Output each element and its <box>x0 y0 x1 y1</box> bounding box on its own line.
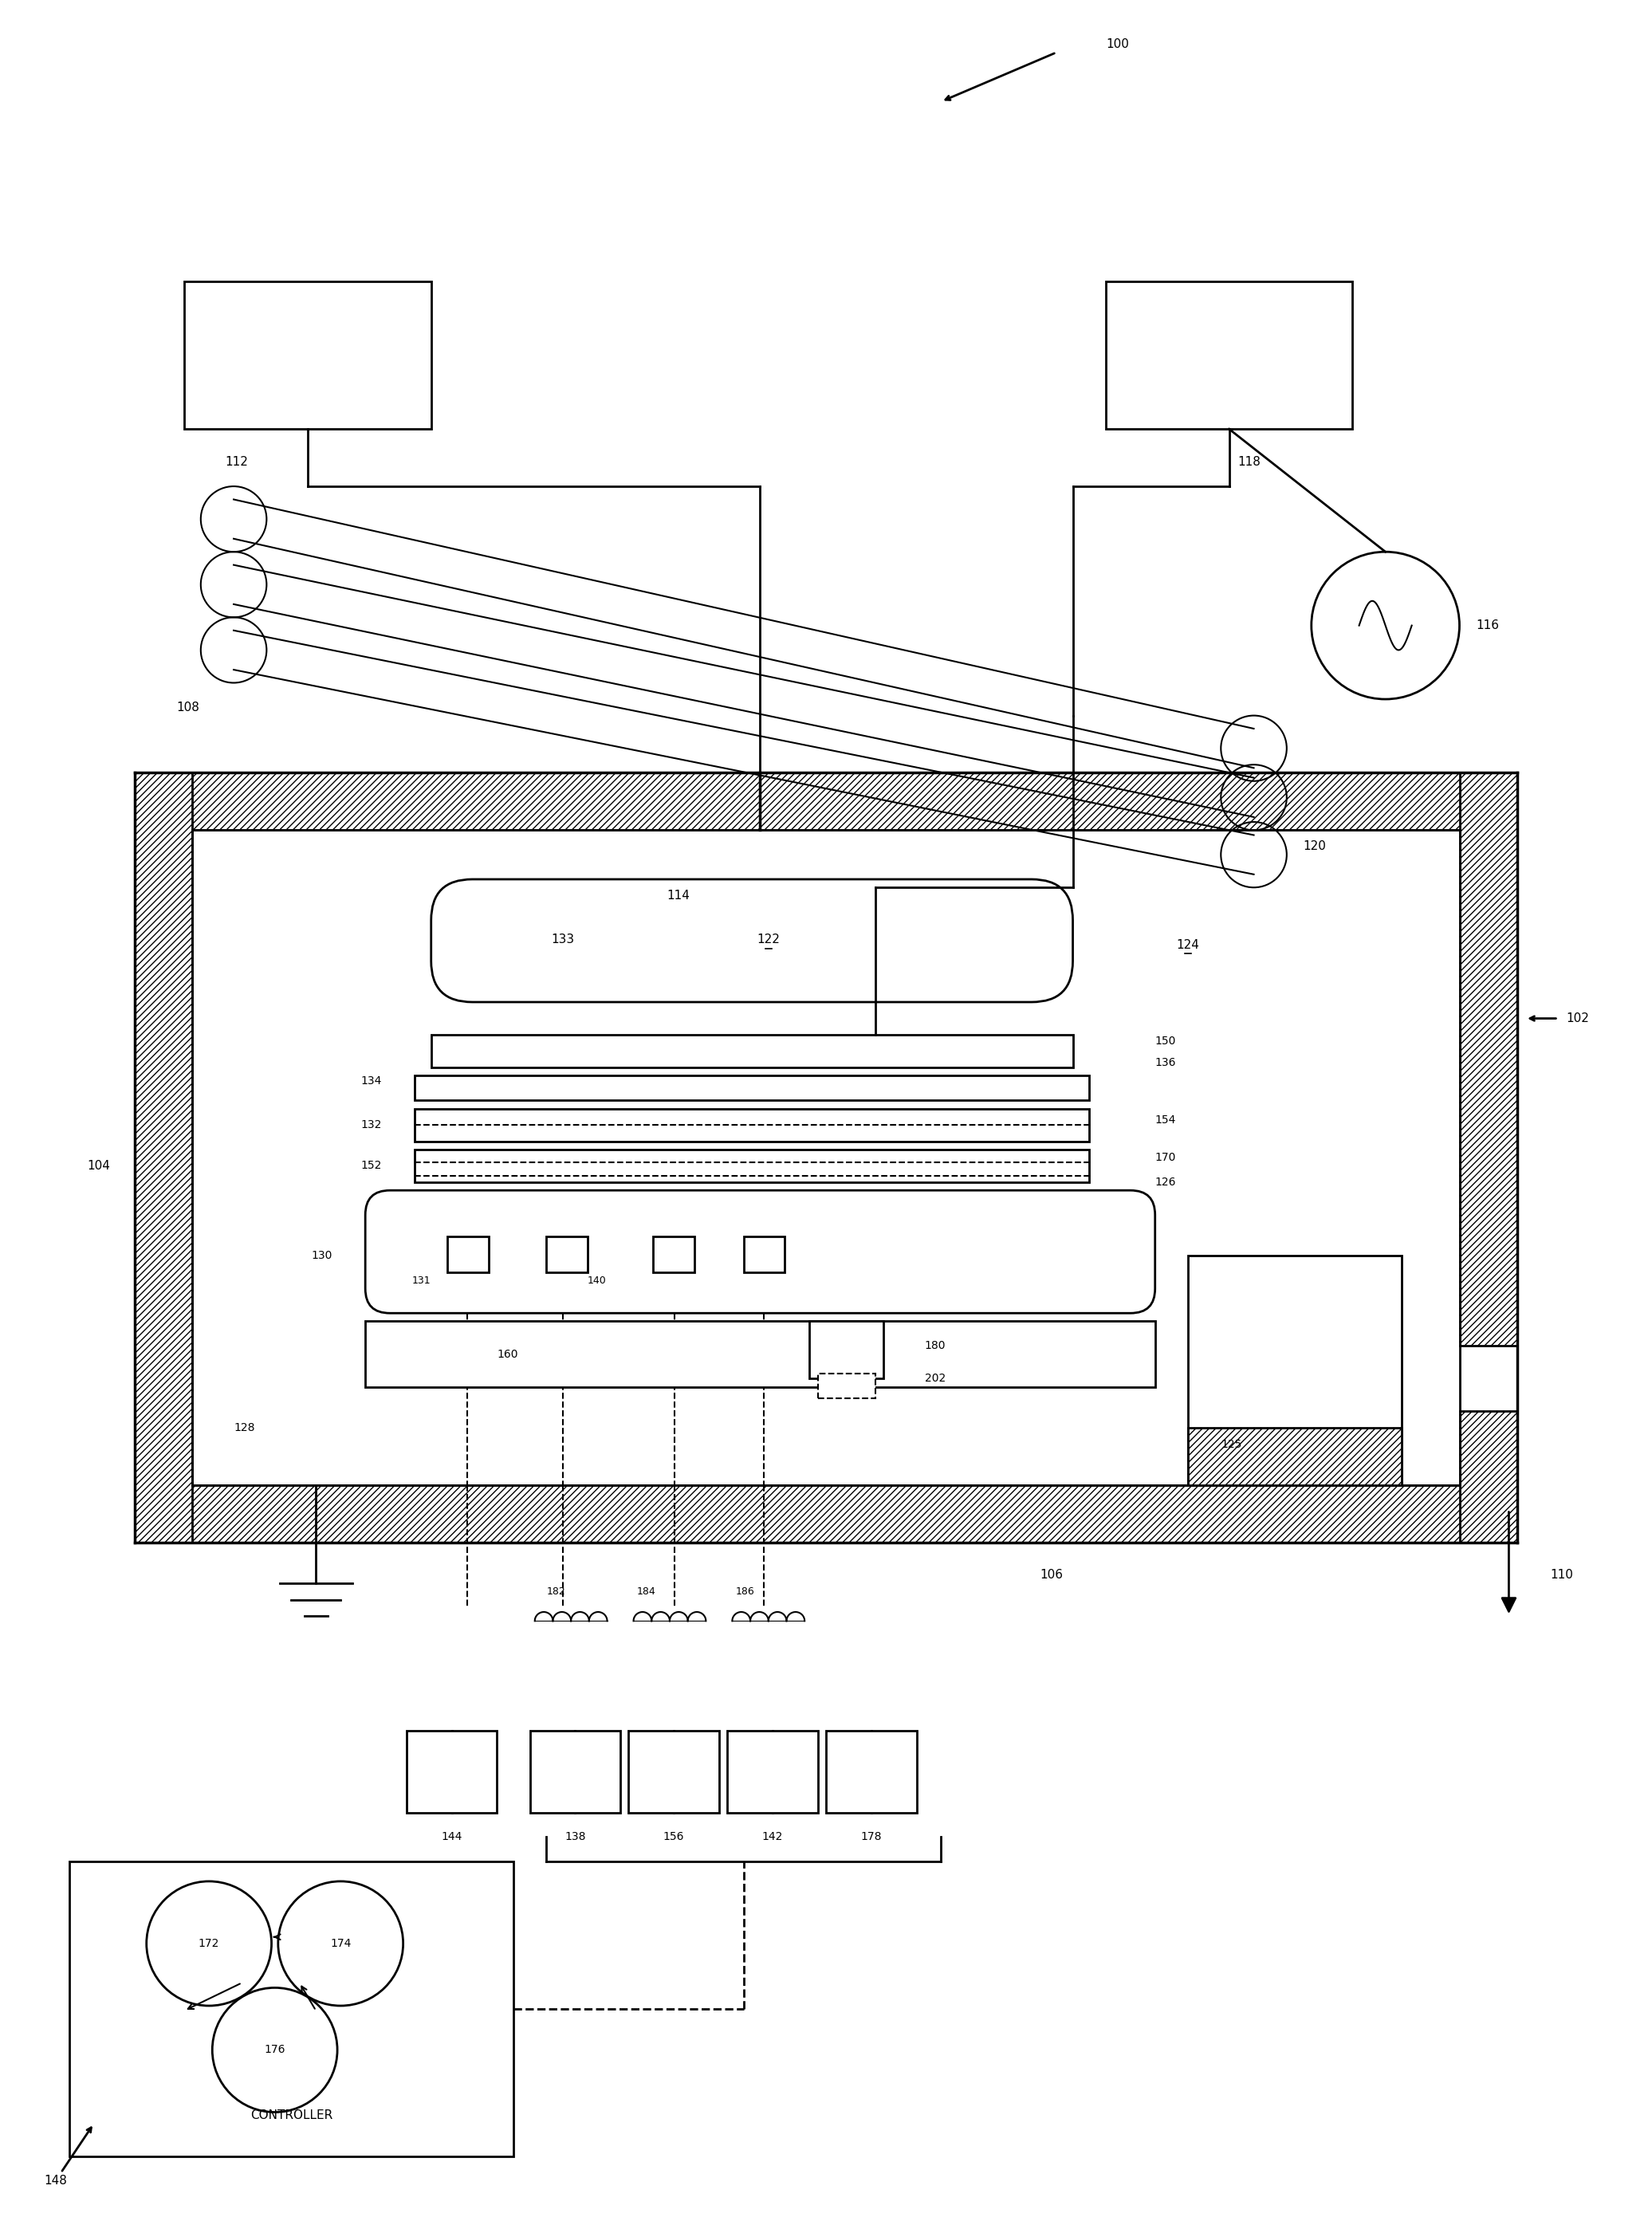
Bar <box>1105 282 1353 430</box>
Text: 122: 122 <box>757 933 780 947</box>
Text: 154: 154 <box>1155 1115 1176 1126</box>
Text: 118: 118 <box>1237 457 1260 468</box>
Text: 102: 102 <box>1566 1013 1589 1024</box>
Text: 120: 120 <box>1303 840 1327 854</box>
Text: 114: 114 <box>666 889 689 902</box>
Text: 176: 176 <box>264 2044 286 2055</box>
Text: 170: 170 <box>1155 1153 1176 1164</box>
Text: 142: 142 <box>762 1831 783 1842</box>
Text: 138: 138 <box>565 1831 586 1842</box>
Bar <box>547 1237 588 1273</box>
Bar <box>406 1731 497 1814</box>
Text: CONTROLLER: CONTROLLER <box>249 2108 332 2122</box>
Text: 172: 172 <box>198 1938 220 1949</box>
Bar <box>185 282 431 430</box>
Text: 184: 184 <box>636 1587 656 1596</box>
Bar <box>628 1731 719 1814</box>
Text: 100: 100 <box>1105 38 1128 51</box>
Text: 144: 144 <box>441 1831 463 1842</box>
Bar <box>193 829 1459 1485</box>
Bar <box>1459 774 1517 1346</box>
Text: 112: 112 <box>225 457 248 468</box>
Text: 150: 150 <box>1155 1035 1176 1046</box>
Text: 110: 110 <box>1550 1570 1573 1581</box>
Text: 132: 132 <box>360 1120 382 1131</box>
Text: 126: 126 <box>1155 1177 1176 1188</box>
Text: 106: 106 <box>1039 1570 1062 1581</box>
Text: 124: 124 <box>1176 938 1199 951</box>
Text: 182: 182 <box>547 1587 565 1596</box>
Bar <box>727 1731 818 1814</box>
Text: 140: 140 <box>588 1275 606 1286</box>
FancyBboxPatch shape <box>365 1191 1155 1312</box>
Bar <box>809 1321 884 1379</box>
FancyBboxPatch shape <box>431 880 1072 1002</box>
Bar <box>818 1375 876 1399</box>
Bar <box>135 1485 1517 1543</box>
Text: 180: 180 <box>925 1341 947 1352</box>
Text: 178: 178 <box>861 1831 882 1842</box>
Bar <box>415 1108 1089 1142</box>
Text: 133: 133 <box>552 933 575 947</box>
Bar <box>415 1075 1089 1100</box>
Bar <box>415 1148 1089 1182</box>
Bar <box>365 1321 1155 1388</box>
Text: 160: 160 <box>497 1348 519 1359</box>
Bar <box>69 1862 514 2157</box>
Text: 134: 134 <box>360 1075 382 1086</box>
Bar <box>530 1731 621 1814</box>
Text: 131: 131 <box>413 1275 431 1286</box>
Text: 116: 116 <box>1475 619 1498 632</box>
Text: 104: 104 <box>88 1159 111 1173</box>
Text: 130: 130 <box>311 1250 332 1261</box>
Bar <box>431 1035 1072 1069</box>
Text: 136: 136 <box>1155 1058 1176 1069</box>
Text: 108: 108 <box>177 701 200 714</box>
Bar <box>135 774 1517 829</box>
Text: 174: 174 <box>330 1938 352 1949</box>
Bar <box>653 1237 694 1273</box>
Bar <box>1188 1428 1403 1485</box>
Text: 148: 148 <box>45 2175 68 2186</box>
Text: 125: 125 <box>1221 1439 1242 1450</box>
Text: 128: 128 <box>233 1421 254 1434</box>
Bar <box>826 1731 917 1814</box>
Bar <box>1459 1412 1517 1543</box>
Bar <box>1188 1255 1403 1485</box>
Bar <box>448 1237 489 1273</box>
Text: 202: 202 <box>925 1372 945 1383</box>
Text: 186: 186 <box>735 1587 755 1596</box>
Text: 156: 156 <box>662 1831 684 1842</box>
Text: 152: 152 <box>360 1159 382 1171</box>
Bar <box>743 1237 785 1273</box>
Bar <box>135 774 193 1543</box>
